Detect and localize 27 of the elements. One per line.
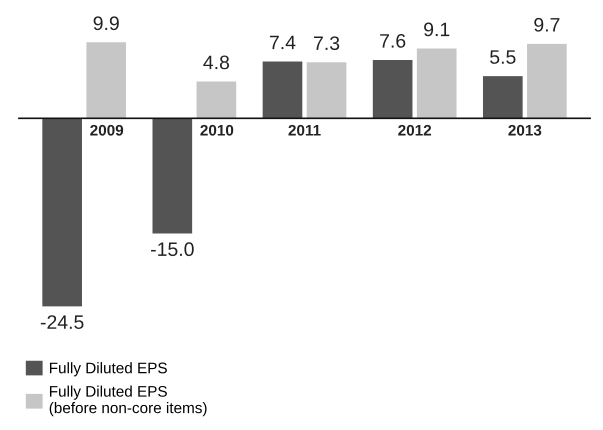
data-label: 4.8 xyxy=(203,56,230,70)
data-label: 7.4 xyxy=(270,36,296,50)
x-tick-label: 2011 xyxy=(288,124,321,136)
bar xyxy=(372,60,412,118)
legend-label: Fully Diluted EPS xyxy=(50,362,167,376)
x-tick-label: 2013 xyxy=(508,124,542,136)
x-tick-label: 2009 xyxy=(90,124,124,136)
bar xyxy=(527,44,567,118)
bar xyxy=(152,118,192,234)
bar xyxy=(416,48,457,118)
x-tick-label: 2010 xyxy=(200,124,234,136)
bar xyxy=(86,42,126,118)
legend-label: Fully Diluted EPS (before non-core items) xyxy=(50,386,207,416)
data-label: 7.6 xyxy=(380,34,406,48)
bar xyxy=(306,62,346,118)
data-label: -24.5 xyxy=(40,315,84,329)
data-label: 7.3 xyxy=(314,36,340,50)
bar xyxy=(482,76,523,118)
x-tick-label: 2012 xyxy=(398,124,432,136)
bar xyxy=(262,61,302,118)
data-label: 9.1 xyxy=(424,22,450,36)
data-label: 9.7 xyxy=(534,18,560,32)
data-label: -15.0 xyxy=(151,242,194,256)
bar xyxy=(196,81,236,118)
data-label: 9.9 xyxy=(94,16,119,30)
data-label: 5.5 xyxy=(490,50,516,64)
bar xyxy=(42,118,82,306)
